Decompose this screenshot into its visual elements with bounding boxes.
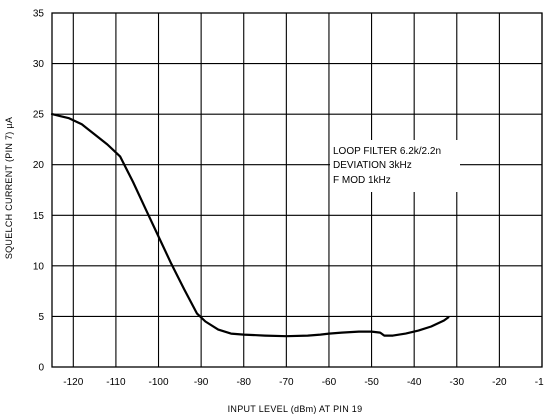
y-tick-label: 5 — [38, 312, 44, 323]
x-tick-label: -30 — [450, 377, 465, 388]
y-axis-label: SQUELCH CURRENT (PIN 7) µA — [4, 117, 14, 259]
y-tick-label: 25 — [33, 110, 45, 121]
y-tick-label: 0 — [38, 363, 44, 374]
x-tick-label: -120 — [63, 377, 83, 388]
y-tick-label: 10 — [33, 261, 45, 272]
y-tick-label: 20 — [33, 160, 45, 171]
series-line — [50, 113, 450, 338]
y-tick-label: 15 — [33, 211, 45, 222]
y-tick-label: 35 — [33, 9, 45, 20]
x-tick-label: -80 — [237, 377, 252, 388]
x-tick-label: -50 — [364, 377, 379, 388]
x-tick-label: -20 — [492, 377, 507, 388]
y-tick-label: 30 — [33, 59, 45, 70]
x-tick-label: -100 — [149, 377, 169, 388]
annotation-line-1: LOOP FILTER 6.2k/2.2n — [333, 146, 441, 157]
annotation-line-3: F MOD 1kHz — [333, 175, 391, 186]
annotation-line-2: DEVIATION 3kHz — [333, 160, 412, 171]
x-axis-label: INPUT LEVEL (dBm) AT PIN 19 — [228, 404, 363, 414]
annotation-background — [330, 140, 460, 192]
x-tick-label: -40 — [407, 377, 422, 388]
x-tick-label: -110 — [106, 377, 126, 388]
x-tick-label: -10 — [535, 377, 544, 388]
tick-labels: 0 5 10 15 20 25 30 35 -120 -110 -100 -90 -80 -70 -60 -5… — [33, 9, 544, 389]
x-tick-label: -60 — [322, 377, 337, 388]
x-tick-label: -90 — [194, 377, 209, 388]
x-tick-label: -70 — [279, 377, 294, 388]
grid — [51, 12, 543, 368]
